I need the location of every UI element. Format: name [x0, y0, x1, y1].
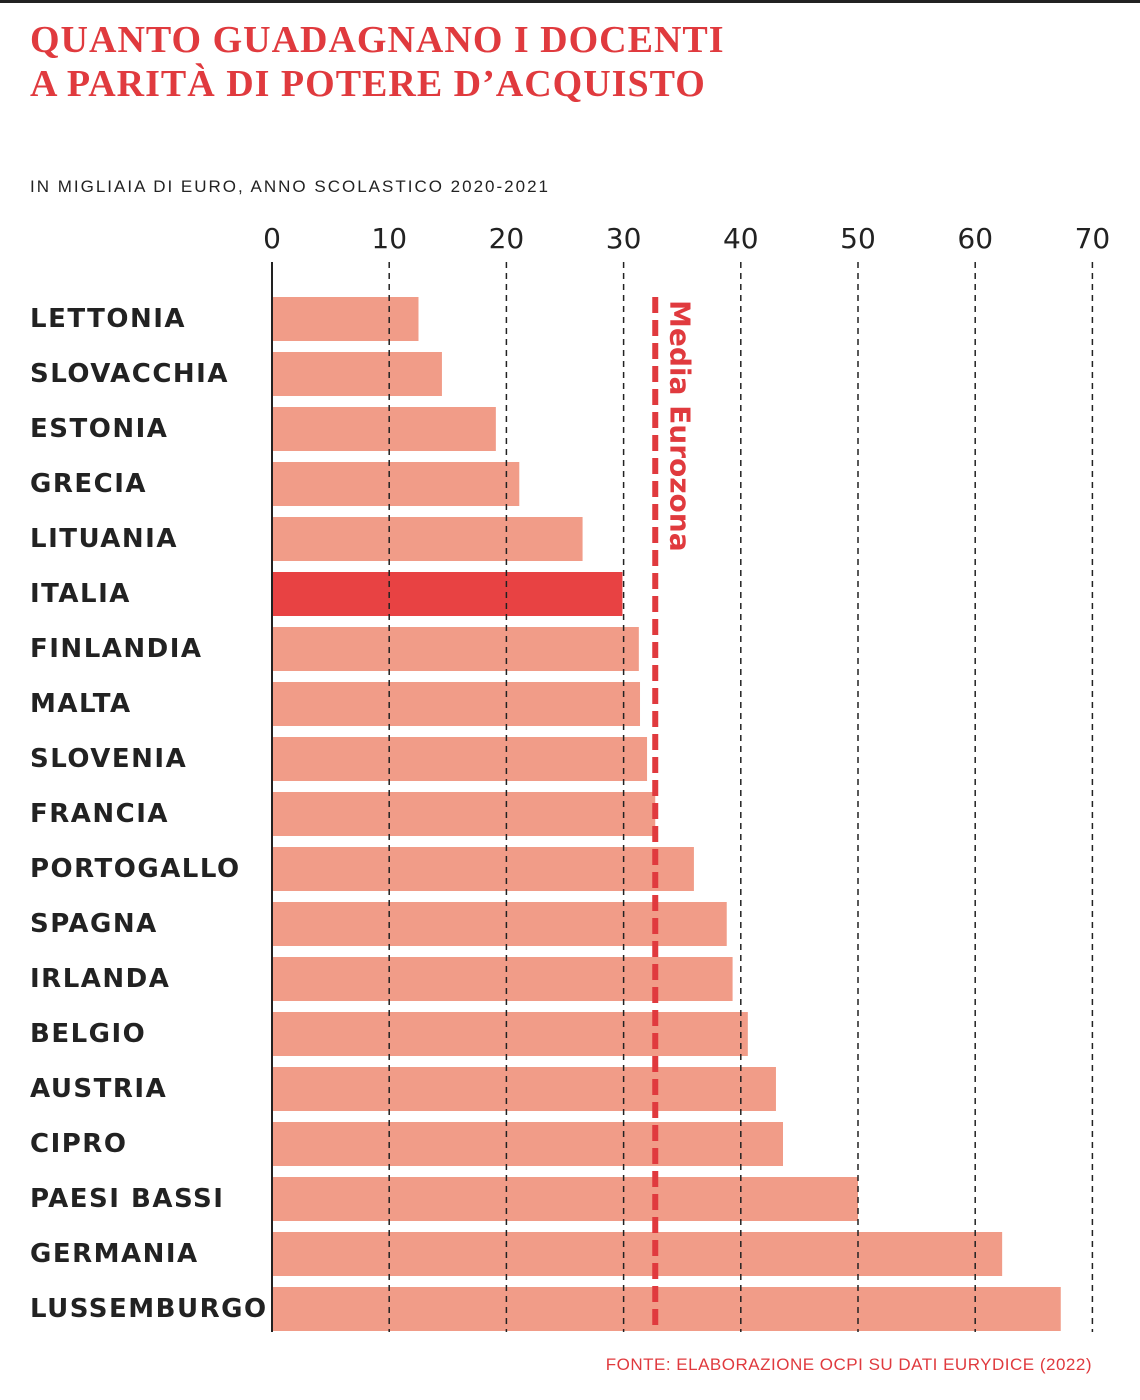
bar-slovenia [272, 737, 648, 781]
category-label: GERMANIA [30, 1239, 199, 1269]
bar-grecia [272, 462, 520, 506]
bar-cipro [272, 1122, 783, 1166]
category-label: ITALIA [30, 579, 131, 609]
x-tick-label: 20 [489, 222, 525, 255]
bar-austria [272, 1067, 776, 1111]
category-label: IRLANDA [30, 964, 170, 994]
bar-belgio [272, 1012, 748, 1056]
bar-francia [272, 792, 656, 836]
category-label: BELGIO [30, 1019, 146, 1049]
bar-paesi-bassi [272, 1177, 858, 1221]
category-label: LUSSEMBURGO [30, 1294, 268, 1324]
category-label: FINLANDIA [30, 634, 203, 664]
x-tick-label: 70 [1075, 222, 1111, 255]
bar-portogallo [272, 847, 694, 891]
category-label: AUSTRIA [30, 1074, 167, 1104]
bar-irlanda [272, 957, 733, 1001]
bar-malta [272, 682, 641, 726]
bar-lettonia [272, 297, 419, 341]
x-tick-label: 40 [723, 222, 759, 255]
category-label: LITUANIA [30, 524, 178, 554]
bar-germania [272, 1232, 1003, 1276]
bar-lussemburgo [272, 1287, 1061, 1331]
bar-spagna [272, 902, 727, 946]
bar-slovacchia [272, 352, 442, 396]
bar-italia [272, 572, 623, 616]
bar-finlandia [272, 627, 639, 671]
category-label: LETTONIA [30, 304, 186, 334]
category-label: GRECIA [30, 469, 147, 499]
category-label: SPAGNA [30, 909, 158, 939]
bar-estonia [272, 407, 496, 451]
category-label: FRANCIA [30, 799, 169, 829]
bar-lituania [272, 517, 583, 561]
reference-line-label: Media Eurozona [664, 300, 697, 552]
category-label: CIPRO [30, 1129, 127, 1159]
category-label: SLOVENIA [30, 744, 187, 774]
chart-title: QUANTO GUADAGNANO I DOCENTI A PARITÀ DI … [30, 18, 725, 106]
category-label: PAESI BASSI [30, 1184, 224, 1214]
category-label: ESTONIA [30, 414, 168, 444]
category-label: PORTOGALLO [30, 854, 241, 884]
category-label: SLOVACCHIA [30, 359, 229, 389]
top-rule [0, 0, 1140, 3]
source-note: FONTE: ELABORAZIONE OCPI SU DATI EURYDIC… [605, 1355, 1092, 1374]
x-tick-label: 60 [957, 222, 993, 255]
x-tick-label: 50 [840, 222, 876, 255]
x-tick-label: 0 [263, 222, 281, 255]
chart-subtitle: IN MIGLIAIA DI EURO, ANNO SCOLASTICO 202… [30, 177, 550, 196]
title-line-1: QUANTO GUADAGNANO I DOCENTI [30, 19, 725, 61]
x-tick-label: 30 [606, 222, 642, 255]
x-tick-label: 10 [371, 222, 407, 255]
category-label: MALTA [30, 689, 132, 719]
title-line-2: A PARITÀ DI POTERE D’ACQUISTO [30, 63, 706, 105]
